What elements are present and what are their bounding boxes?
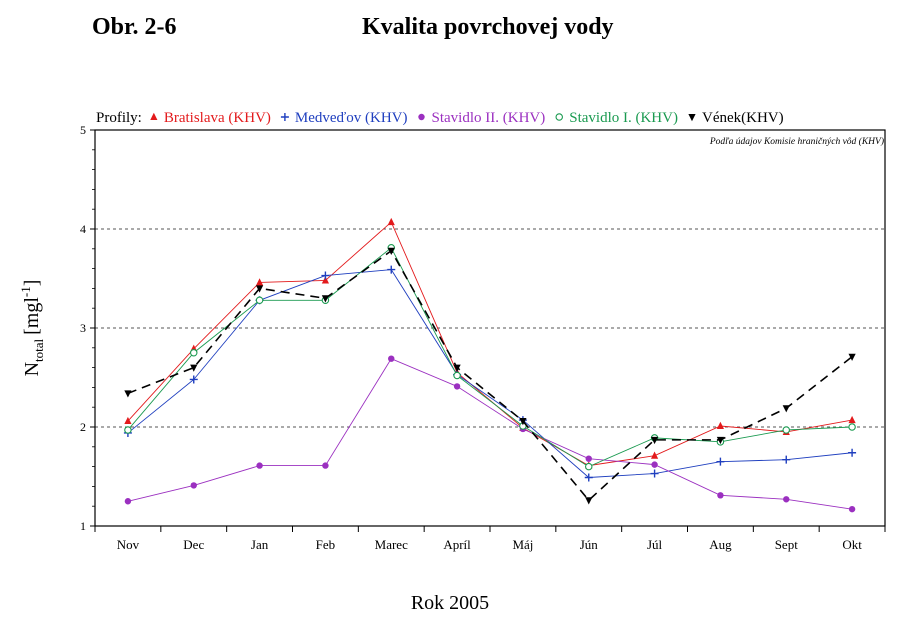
x-tick-label: Jan — [251, 537, 269, 552]
data-point — [321, 271, 330, 280]
data-point — [716, 436, 725, 445]
data-point — [124, 426, 132, 434]
data-point — [190, 348, 198, 357]
x-tick-label: Nov — [117, 537, 140, 552]
x-tick-label: Jún — [580, 537, 599, 552]
data-point — [124, 416, 132, 425]
data-point — [848, 448, 857, 457]
data-point — [585, 497, 593, 505]
y-axis-title: Ntotal [mgl-1] — [18, 280, 46, 377]
data-point — [280, 113, 289, 121]
data-point — [453, 371, 461, 380]
legend-entry-label: Bratislava (KHV) — [164, 110, 271, 126]
series-line — [127, 269, 853, 478]
series — [124, 217, 856, 469]
data-point — [453, 383, 461, 390]
axis-layer: 1 2 3 4 5 Nov Dec Jan Feb Marec Apríl Máj Jún Júl Aug S… — [80, 123, 886, 552]
x-tick-label: Máj — [512, 537, 533, 552]
x-tick-label: Dec — [183, 537, 204, 552]
data-point — [584, 473, 593, 482]
legend-entry-label: Stavidlo I. (KHV) — [569, 110, 678, 126]
data-point — [650, 451, 659, 459]
data-point — [782, 405, 790, 413]
data-point — [190, 364, 198, 372]
data-point — [190, 482, 197, 489]
data-point — [321, 276, 330, 284]
data-point — [255, 278, 264, 286]
data-point — [650, 469, 659, 478]
data-point — [124, 498, 132, 505]
data-point — [848, 415, 856, 424]
data-point — [584, 462, 593, 471]
x-tick-label: Marec — [375, 537, 408, 552]
data-point — [124, 390, 132, 398]
figure-title: Kvalita povrchovej vody — [362, 14, 614, 40]
data-point — [321, 295, 330, 303]
data-point — [387, 217, 395, 226]
series-layer — [123, 217, 857, 513]
x-axis-title: Rok 2005 — [410, 592, 490, 614]
y-tick-label: 4 — [80, 222, 86, 236]
data-point — [848, 353, 856, 361]
data-point — [255, 296, 264, 305]
y-tick-label: 1 — [80, 519, 86, 533]
series — [124, 244, 856, 471]
y-title-unit: [mgl — [21, 297, 43, 335]
legend-entry-label: Vének(KHV) — [702, 110, 784, 126]
data-point — [555, 113, 563, 121]
legend-prefix: Profily: — [96, 110, 142, 126]
x-tick-label: Okt — [842, 537, 862, 552]
data-point — [782, 455, 791, 464]
data-point — [387, 247, 395, 255]
data-point — [322, 462, 329, 469]
data-point — [388, 355, 395, 362]
data-point — [387, 265, 396, 274]
x-tick-label: Júl — [647, 537, 663, 552]
data-point — [255, 285, 264, 293]
y-tick-label: 5 — [80, 123, 86, 137]
data-point — [150, 112, 158, 120]
data-point — [651, 461, 658, 468]
data-point — [189, 375, 198, 384]
data-point — [783, 496, 790, 503]
y-tick-label: 2 — [80, 420, 86, 434]
series-line — [127, 249, 853, 502]
y-title-sub: total — [31, 338, 46, 361]
source-note: Podľa údajov Komisie hraničných vôd (KHV… — [709, 136, 884, 147]
series-line — [127, 221, 853, 467]
data-point — [848, 423, 856, 431]
series — [124, 247, 856, 505]
legend-entry-label: Stavidlo II. (KHV) — [432, 110, 546, 126]
y-title-sup: -1 — [18, 286, 33, 297]
legend-entry-label: Medveďov (KHV) — [295, 110, 408, 126]
data-point — [256, 462, 263, 469]
data-point — [716, 421, 725, 430]
data-point — [688, 114, 696, 122]
data-point — [717, 492, 724, 499]
legend: Profily: Bratislava (KHV) Medveďov (KHV) St… — [96, 110, 784, 126]
plot-frame — [94, 129, 886, 527]
x-tick-label: Aug — [709, 537, 732, 552]
y-tick-label: 3 — [80, 321, 86, 335]
series — [124, 355, 856, 513]
figure-label: Obr. 2-6 — [92, 14, 177, 40]
data-point — [848, 505, 856, 513]
y-title-main: N — [21, 362, 43, 376]
data-point — [585, 455, 592, 462]
data-point — [782, 426, 790, 434]
x-tick-label: Sept — [775, 537, 799, 552]
data-point — [453, 364, 461, 372]
y-title-close: ] — [21, 280, 43, 287]
series — [123, 265, 857, 482]
data-point — [519, 418, 527, 426]
data-point — [716, 457, 725, 466]
x-tick-label: Feb — [316, 537, 336, 552]
series-line — [127, 358, 853, 510]
x-tick-label: Apríl — [443, 537, 471, 552]
series-line — [127, 247, 853, 468]
data-point — [418, 113, 425, 121]
data-point — [650, 436, 659, 445]
